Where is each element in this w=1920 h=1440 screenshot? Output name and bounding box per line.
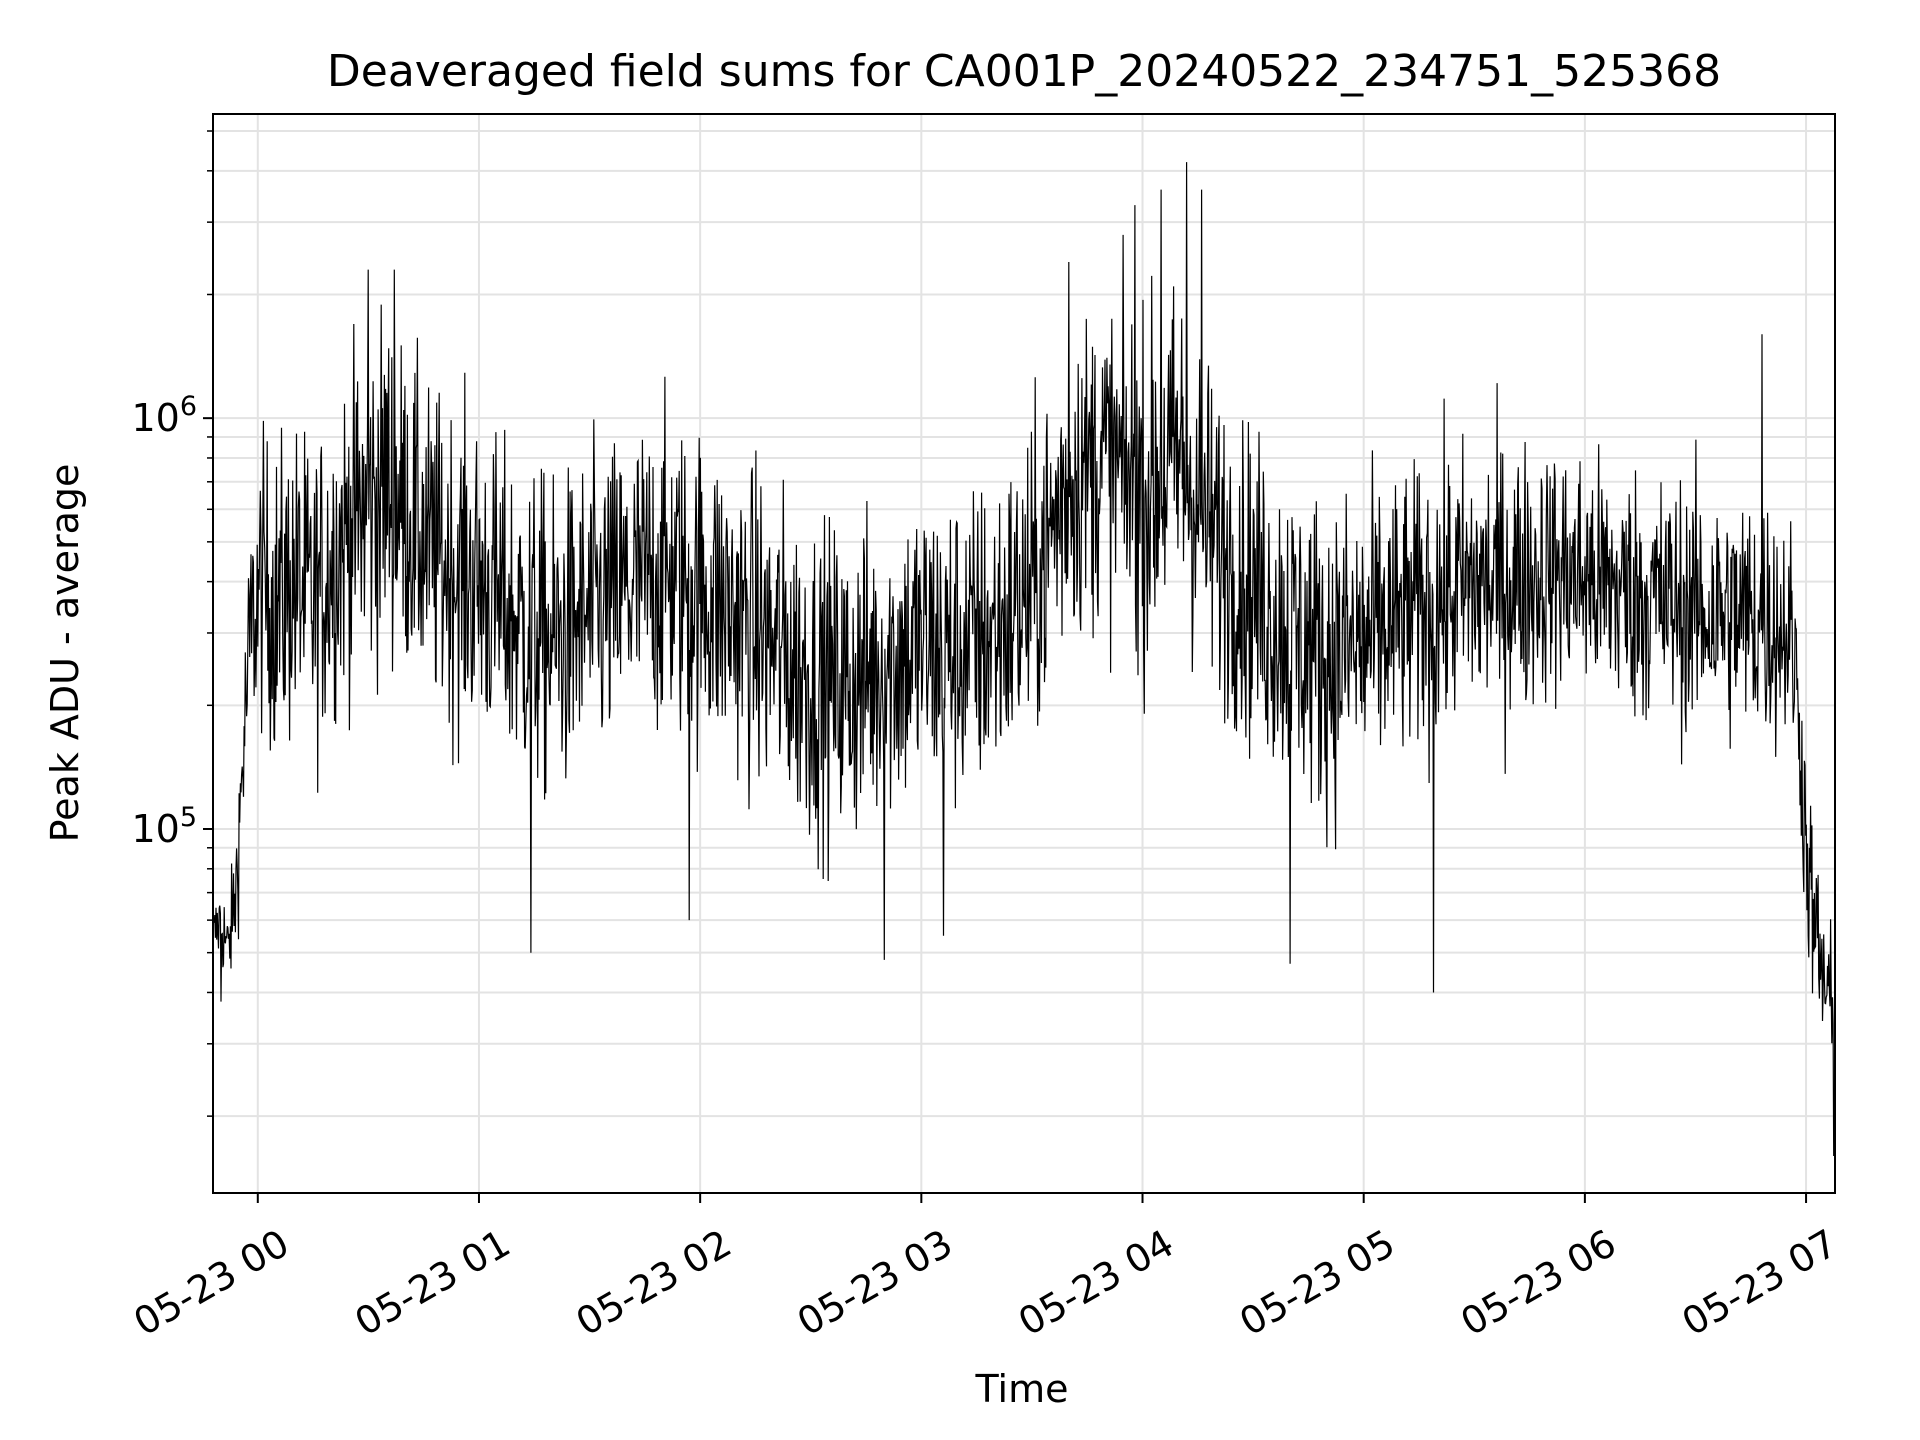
x-axis-label: Time bbox=[975, 1367, 1069, 1411]
y-axis: 105 106 bbox=[131, 130, 213, 1117]
y-tick-label: 105 bbox=[131, 802, 197, 851]
series-path bbox=[213, 162, 1835, 1157]
series-line bbox=[213, 162, 1835, 1157]
y-axis-label: Peak ADU - average bbox=[43, 464, 87, 843]
chart-title: Deaveraged field sums for CA001P_2024052… bbox=[327, 46, 1721, 97]
plot-frame bbox=[212, 113, 1836, 1194]
y-tick-label: 106 bbox=[131, 391, 197, 440]
